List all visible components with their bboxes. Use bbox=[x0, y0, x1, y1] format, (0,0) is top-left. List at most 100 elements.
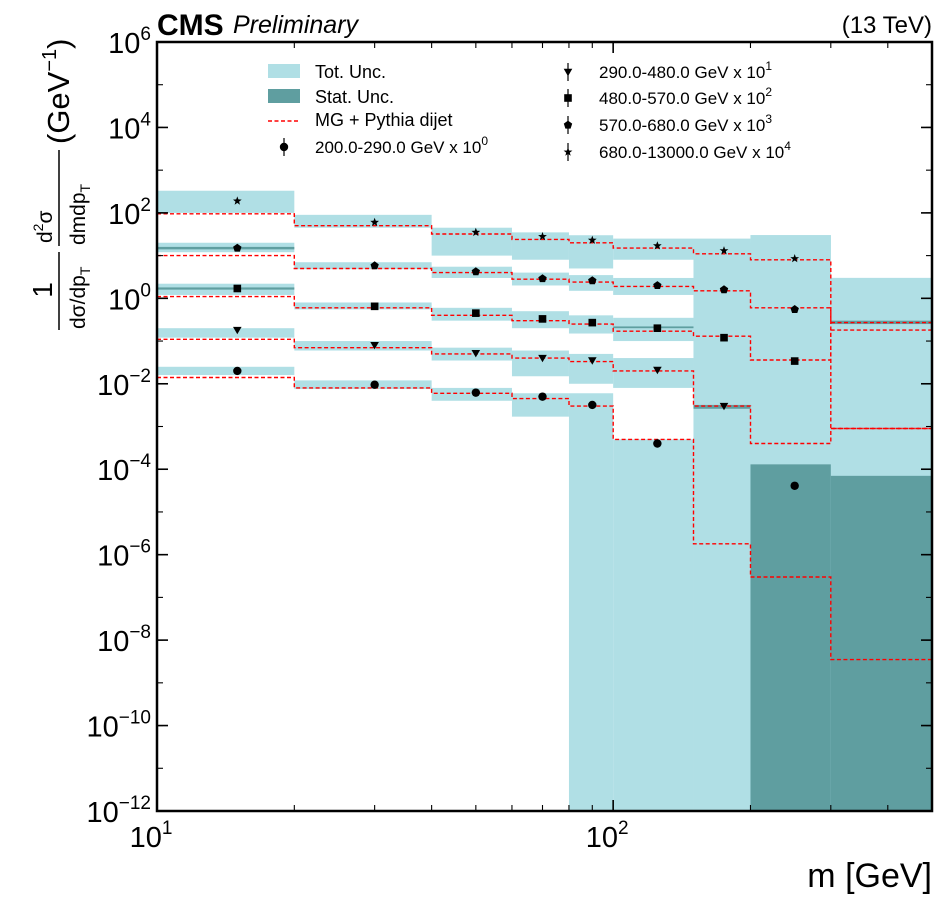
x-axis-label: m [GeV] bbox=[807, 857, 932, 895]
data-point-s4-b7 bbox=[790, 254, 800, 263]
data-points bbox=[233, 196, 800, 490]
stat-band-s0-b7 bbox=[750, 464, 831, 811]
stat-band-s2-b8 bbox=[830, 320, 932, 325]
data-point-s1-b5 bbox=[653, 366, 662, 375]
data-point-s2-b3 bbox=[538, 315, 547, 323]
legend-label-tot: Tot. Unc. bbox=[315, 62, 386, 82]
tot-band-s2-b5 bbox=[613, 317, 694, 342]
data-point-s0-b1 bbox=[370, 380, 379, 389]
legend-swatch-stat bbox=[268, 89, 300, 103]
tot-band-s1-b1 bbox=[294, 341, 432, 351]
prediction-line-s3 bbox=[157, 254, 932, 324]
data-point-s4-b0 bbox=[233, 196, 242, 205]
data-point-s3-b0 bbox=[233, 243, 242, 252]
y-tick-label-7: 102 bbox=[108, 195, 151, 231]
data-point-s0-b7 bbox=[790, 481, 799, 490]
legend-label-s2: 480.0-570.0 GeV x 102 bbox=[599, 85, 772, 108]
tot-band-s3-b1 bbox=[294, 262, 432, 270]
stat-band-s2-b5 bbox=[613, 326, 694, 329]
data-point-s4-b4 bbox=[587, 235, 597, 244]
tot-band-s2-b2 bbox=[431, 307, 512, 321]
stat-band-s0-b8 bbox=[830, 475, 932, 811]
y-tick-label-4: 10−4 bbox=[97, 451, 151, 487]
data-point-s2-b5 bbox=[653, 324, 662, 332]
y-axis-label: 1 dσ/dpT d2σ dmdpT (GeV−1) bbox=[27, 39, 93, 330]
data-point-s0-b3 bbox=[538, 392, 547, 401]
tot-band-s1-b2 bbox=[431, 347, 512, 361]
axis-ticks bbox=[156, 41, 933, 812]
legend-swatch-tot bbox=[268, 64, 300, 78]
energy-label: (13 TeV) bbox=[842, 12, 932, 39]
y-tick-label-6: 100 bbox=[108, 280, 151, 316]
legend-marker-s1 bbox=[563, 68, 573, 77]
y-tick-label-1: 10−10 bbox=[87, 708, 152, 744]
legend-label-stat: Stat. Unc. bbox=[315, 87, 394, 107]
data-point-s1-b2 bbox=[471, 350, 481, 358]
data-point-s1-b3 bbox=[538, 354, 547, 363]
data-point-s3-b1 bbox=[370, 261, 379, 270]
data-point-s1-b4 bbox=[588, 357, 597, 365]
legend: Tot. Unc. Stat. Unc. MG + Pythia dijet 2… bbox=[268, 59, 791, 162]
data-point-s0-b5 bbox=[653, 439, 662, 448]
stat-band-s3-b0 bbox=[157, 246, 295, 250]
data-point-s0-b4 bbox=[588, 400, 597, 410]
y-label-numer: 1 bbox=[27, 282, 58, 298]
data-point-s4-b1 bbox=[370, 217, 379, 227]
y-label-d2sigma: d2σ bbox=[30, 211, 57, 243]
tot-band-s4-b5 bbox=[613, 238, 694, 260]
data-point-s2-b1 bbox=[370, 302, 379, 311]
legend-label-s4: 680.0-13000.0 GeV x 104 bbox=[599, 139, 791, 162]
x-tick-label-1: 102 bbox=[586, 818, 629, 854]
legend-series-entries: 200.0-290.0 GeV x 100 290.0-480.0 GeV x 1… bbox=[279, 59, 791, 162]
tot-band-s4-b6 bbox=[693, 238, 751, 811]
tot-band-s1-b0 bbox=[157, 328, 295, 338]
data-point-s4-b6 bbox=[719, 246, 729, 255]
legend-marker-s2 bbox=[564, 94, 572, 102]
y-tick-label-9: 106 bbox=[108, 24, 151, 60]
data-point-s4-b5 bbox=[653, 241, 662, 250]
data-point-s2-b2 bbox=[472, 309, 480, 317]
data-point-s2-b4 bbox=[588, 318, 597, 327]
tot-band-s0-b1 bbox=[294, 380, 432, 390]
stat-band-s1-b6 bbox=[693, 404, 751, 409]
legend-label-s3: 570.0-680.0 GeV x 103 bbox=[599, 112, 772, 135]
y-label-dmdpt: dmdpT bbox=[67, 183, 93, 245]
y-tick-label-8: 104 bbox=[108, 109, 151, 145]
legend-marker-s0 bbox=[279, 142, 289, 152]
tot-band-s0-b4 bbox=[568, 393, 614, 811]
legend-label-s0: 200.0-290.0 GeV x 100 bbox=[315, 134, 488, 157]
y-tick-label-2: 10−8 bbox=[97, 622, 151, 658]
data-point-s2-b6 bbox=[720, 333, 728, 342]
statistical-uncertainty-bands bbox=[157, 246, 932, 811]
data-point-s2-b0 bbox=[233, 284, 242, 293]
data-point-s3-b7 bbox=[790, 305, 799, 313]
data-point-s2-b7 bbox=[790, 357, 799, 365]
data-point-s3-b5 bbox=[653, 281, 662, 289]
legend-marker-s3 bbox=[563, 120, 573, 129]
y-tick-label-5: 10−2 bbox=[97, 366, 151, 402]
data-point-s0-b2 bbox=[471, 388, 481, 397]
x-tick-label-0: 101 bbox=[130, 818, 173, 854]
data-point-s3-b2 bbox=[471, 267, 480, 276]
y-label-unit: (GeV−1) bbox=[39, 39, 76, 145]
stat-band-s2-b0 bbox=[157, 287, 295, 290]
preliminary-label: Preliminary bbox=[233, 11, 360, 39]
cms-label: CMS bbox=[157, 9, 224, 42]
tot-band-s4-b3 bbox=[511, 232, 569, 260]
tot-band-s0-b0 bbox=[157, 366, 295, 376]
axis-tick-labels: 10−12 10−10 10−8 10−6 10−4 10−2 100 102 104 106 10… bbox=[87, 24, 629, 854]
data-point-s3-b3 bbox=[538, 274, 547, 283]
legend-marker-s4 bbox=[563, 147, 573, 156]
data-point-s3-b4 bbox=[588, 276, 597, 285]
data-point-s1-b6 bbox=[719, 402, 729, 411]
y-label-dsigma: dσ/dpT bbox=[67, 266, 93, 329]
data-point-s1-b1 bbox=[370, 342, 379, 350]
data-point-s1-b0 bbox=[233, 326, 242, 335]
data-point-s0-b0 bbox=[233, 366, 242, 376]
y-tick-label-0: 10−12 bbox=[87, 793, 152, 829]
tot-band-s4-b2 bbox=[431, 227, 512, 256]
tot-band-s2-b1 bbox=[294, 302, 432, 310]
legend-label-pred: MG + Pythia dijet bbox=[315, 110, 453, 130]
x-axis-label-text: m [GeV] bbox=[807, 857, 932, 895]
